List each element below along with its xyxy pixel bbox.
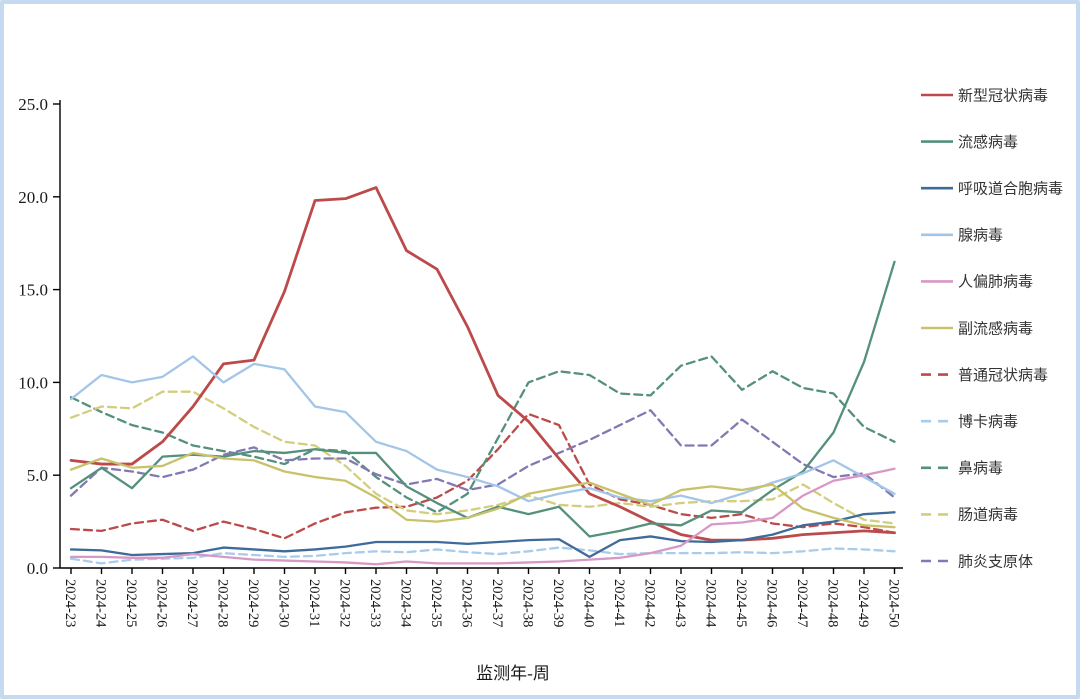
legend-item-8: 鼻病毒 — [921, 460, 1003, 477]
legend-item-0: 新型冠状病毒 — [921, 87, 1048, 104]
x-tick-label: 2024-35 — [428, 579, 444, 627]
legend-label: 腺病毒 — [958, 227, 1003, 244]
legend-label: 博卡病毒 — [958, 413, 1018, 430]
series-line-3 — [69, 355, 896, 505]
x-tick-label: 2024-34 — [397, 579, 413, 628]
legend-label: 鼻病毒 — [958, 460, 1003, 477]
series-line-4 — [69, 467, 896, 566]
line-chart: 0.0 5.0 10.0 15.0 20.0 25.0 2024-23 2024-24 2024… — [18, 87, 1063, 683]
x-tick-label: 2024-37 — [489, 579, 505, 627]
x-tick-label: 2024-23 — [62, 579, 78, 627]
x-tick-label: 2024-44 — [702, 579, 718, 628]
legend-label: 肺炎支原体 — [958, 553, 1033, 570]
series-line-5 — [69, 451, 896, 529]
legend-item-6: 普通冠状病毒 — [921, 367, 1048, 384]
x-tick-label: 2024-40 — [580, 579, 596, 627]
legend-item-9: 肠道病毒 — [921, 507, 1018, 524]
y-tick-label: 0.0 — [27, 559, 48, 578]
x-tick-label: 2024-49 — [855, 579, 871, 627]
x-tick-label: 2024-42 — [641, 579, 657, 627]
x-tick-label: 2024-41 — [611, 579, 627, 627]
x-tick-label: 2024-43 — [672, 579, 688, 627]
legend-item-1: 流感病毒 — [921, 134, 1018, 151]
x-tick-label: 2024-26 — [153, 579, 169, 627]
y-tick-label: 15.0 — [18, 281, 48, 300]
series-line-10 — [69, 409, 896, 499]
legend-item-4: 人偏肺病毒 — [921, 274, 1033, 291]
legend-item-7: 博卡病毒 — [921, 413, 1018, 430]
series-line-7 — [69, 546, 896, 565]
x-tick-label: 2024-36 — [458, 579, 474, 627]
x-tick-label: 2024-29 — [245, 579, 261, 627]
y-tick-label: 20.0 — [18, 188, 48, 207]
legend-label: 新型冠状病毒 — [958, 87, 1048, 104]
x-tick-label: 2024-39 — [550, 579, 566, 627]
legend-label: 普通冠状病毒 — [958, 367, 1048, 384]
series-line-2 — [69, 511, 896, 559]
y-tick-label: 10.0 — [18, 373, 48, 392]
x-tick-label: 2024-32 — [336, 579, 352, 627]
legend-item-3: 腺病毒 — [921, 227, 1003, 244]
x-axis-title: 监测年-周 — [476, 664, 550, 683]
legend-label: 流感病毒 — [958, 134, 1018, 151]
x-tick-label: 2024-45 — [733, 579, 749, 627]
x-tick-label: 2024-50 — [885, 579, 901, 627]
legend-label: 人偏肺病毒 — [958, 274, 1033, 291]
legend-item-5: 副流感病毒 — [921, 320, 1033, 337]
x-tick-label: 2024-31 — [306, 579, 322, 627]
legend: 新型冠状病毒流感病毒呼吸道合胞病毒腺病毒人偏肺病毒副流感病毒普通冠状病毒博卡病毒… — [921, 87, 1063, 570]
legend-label: 呼吸道合胞病毒 — [958, 180, 1063, 197]
series-line-0 — [69, 186, 896, 542]
x-tick-label: 2024-46 — [763, 579, 779, 627]
x-tick-label: 2024-27 — [184, 579, 200, 627]
x-tick-label: 2024-47 — [794, 579, 810, 627]
y-tick-label: 5.0 — [27, 466, 48, 485]
y-tick-label: 25.0 — [18, 95, 48, 114]
series-line-6 — [69, 412, 896, 540]
legend-item-10: 肺炎支原体 — [921, 553, 1033, 570]
x-tick-label: 2024-38 — [519, 579, 535, 627]
x-tick-label: 2024-28 — [214, 579, 230, 627]
x-tick-label: 2024-30 — [275, 579, 291, 627]
series-line-9 — [69, 390, 896, 525]
x-tick-label: 2024-24 — [92, 579, 108, 628]
series-line-8 — [69, 355, 896, 514]
legend-label: 副流感病毒 — [958, 320, 1033, 337]
x-tick-label: 2024-25 — [123, 579, 139, 627]
x-tick-label: 2024-48 — [824, 579, 840, 627]
legend-label: 肠道病毒 — [958, 507, 1018, 524]
series-line-1 — [69, 260, 896, 538]
legend-item-2: 呼吸道合胞病毒 — [921, 180, 1063, 197]
x-tick-label: 2024-33 — [367, 579, 383, 627]
